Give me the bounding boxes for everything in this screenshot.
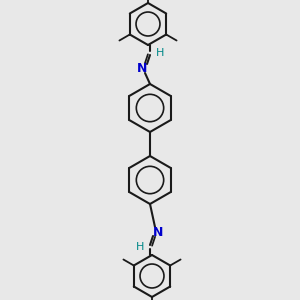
Text: H: H — [136, 242, 144, 252]
Text: H: H — [156, 48, 164, 58]
Text: N: N — [153, 226, 163, 238]
Text: N: N — [137, 61, 147, 74]
